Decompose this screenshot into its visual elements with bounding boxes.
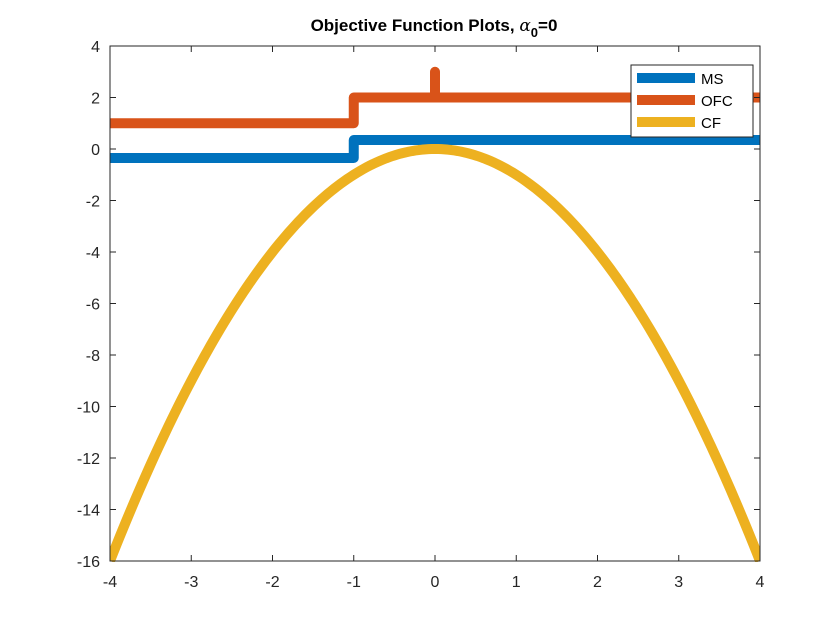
y-tick-label: -2 — [86, 194, 100, 211]
y-tick-label: -12 — [77, 451, 100, 468]
y-tick-label: -4 — [86, 245, 100, 262]
y-tick-label: -10 — [77, 400, 100, 417]
x-tick-label: 1 — [512, 574, 521, 591]
chart-title-alpha: α — [519, 16, 531, 36]
chart-title-main: Objective Function Plots, — [311, 16, 520, 35]
y-tick-label: -14 — [77, 503, 100, 520]
y-tick-label: -6 — [86, 297, 100, 314]
series-line-cf — [110, 144, 760, 562]
y-tick-label: 0 — [91, 142, 100, 159]
chart-title-suffix: =0 — [538, 16, 557, 35]
chart-title: Objective Function Plots, α0=0 — [311, 16, 558, 40]
x-tick-label: 2 — [593, 574, 602, 591]
x-tick-label: -1 — [347, 574, 361, 591]
legend-label-ofc: OFC — [701, 93, 733, 110]
y-tick-label: -8 — [86, 348, 100, 365]
y-tick-label: -16 — [77, 554, 100, 571]
legend-label-ms: MS — [701, 71, 724, 88]
x-tick-label: -4 — [103, 574, 117, 591]
chart-title-subscript: 0 — [531, 25, 538, 40]
legend-label-cf: CF — [701, 115, 721, 132]
series-line-ofc — [110, 66, 760, 129]
y-tick-label: 2 — [91, 91, 100, 108]
series-group — [110, 66, 760, 562]
x-tick-label: 0 — [431, 574, 440, 591]
x-tick-label: 4 — [756, 574, 765, 591]
x-tick-label: 3 — [674, 574, 683, 591]
x-tick-label: -3 — [184, 574, 198, 591]
series-line-ms — [110, 134, 760, 164]
y-tick-label: 4 — [91, 39, 100, 56]
x-tick-label: -2 — [265, 574, 279, 591]
